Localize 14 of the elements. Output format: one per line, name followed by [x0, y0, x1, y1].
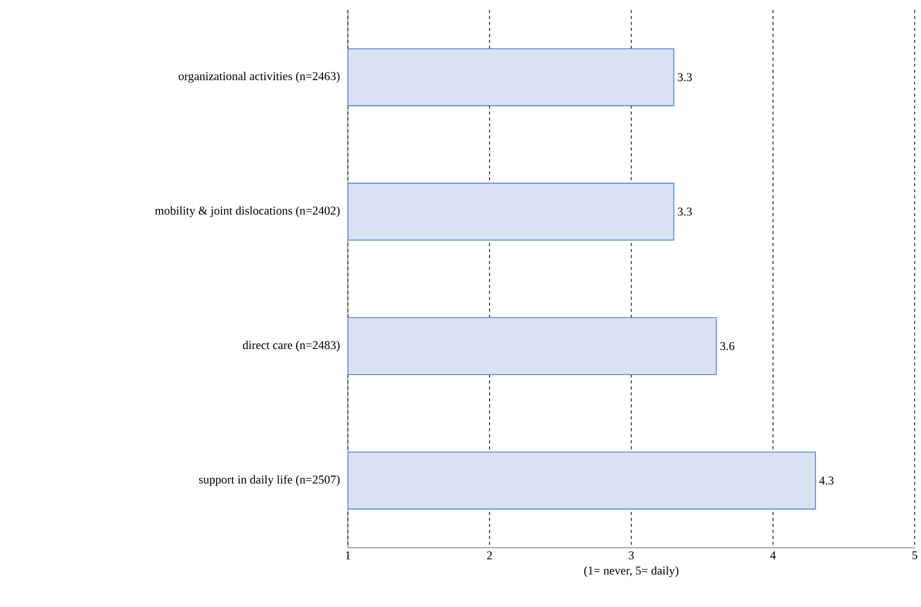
data-label: 3.6	[720, 342, 734, 350]
x-tick-label: 2	[487, 551, 492, 560]
x-axis-title: (1= never, 5= daily)	[584, 566, 678, 578]
y-tick-label: mobility & joint dislocations (n=2402)	[155, 206, 340, 218]
data-label: 4.3	[819, 476, 834, 485]
y-tick-label: direct care (n=2483)	[242, 340, 340, 352]
x-tick-label: 5	[912, 551, 918, 560]
x-tick-label: 4	[770, 551, 776, 560]
y-tick-label: support in daily life (n=2507)	[199, 475, 340, 486]
data-label: 3.3	[678, 208, 692, 216]
x-tick-label: 3	[628, 551, 634, 560]
data-label: 3.3	[678, 73, 692, 82]
y-tick-label: organizational activities (n=2463)	[178, 72, 340, 83]
x-tick-label: 1	[346, 551, 350, 560]
